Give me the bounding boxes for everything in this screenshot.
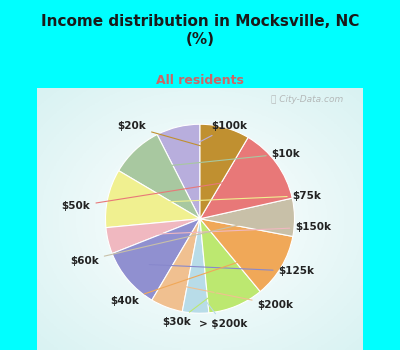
- Wedge shape: [182, 219, 209, 313]
- Text: $150k: $150k: [134, 222, 332, 235]
- Text: Income distribution in Mocksville, NC
(%): Income distribution in Mocksville, NC (%…: [41, 14, 359, 47]
- Text: $125k: $125k: [149, 265, 315, 276]
- Wedge shape: [119, 134, 200, 219]
- Wedge shape: [200, 219, 293, 292]
- Wedge shape: [200, 124, 248, 219]
- Text: $10k: $10k: [155, 149, 300, 167]
- Text: $40k: $40k: [110, 256, 258, 306]
- Wedge shape: [200, 219, 260, 313]
- Text: > $200k: > $200k: [198, 291, 247, 329]
- Wedge shape: [157, 124, 200, 219]
- Text: All residents: All residents: [156, 74, 244, 87]
- Text: $30k: $30k: [162, 285, 225, 327]
- Wedge shape: [200, 138, 292, 219]
- Wedge shape: [106, 171, 200, 228]
- Wedge shape: [106, 219, 200, 253]
- Text: $100k: $100k: [186, 121, 247, 149]
- Text: $20k: $20k: [117, 121, 216, 150]
- Wedge shape: [200, 198, 294, 237]
- Wedge shape: [152, 219, 200, 312]
- Text: $50k: $50k: [62, 178, 254, 211]
- Text: $75k: $75k: [134, 191, 322, 203]
- Text: ⓘ City-Data.com: ⓘ City-Data.com: [272, 95, 344, 104]
- Text: $60k: $60k: [70, 218, 268, 266]
- Text: $200k: $200k: [178, 285, 294, 310]
- Wedge shape: [112, 219, 200, 300]
